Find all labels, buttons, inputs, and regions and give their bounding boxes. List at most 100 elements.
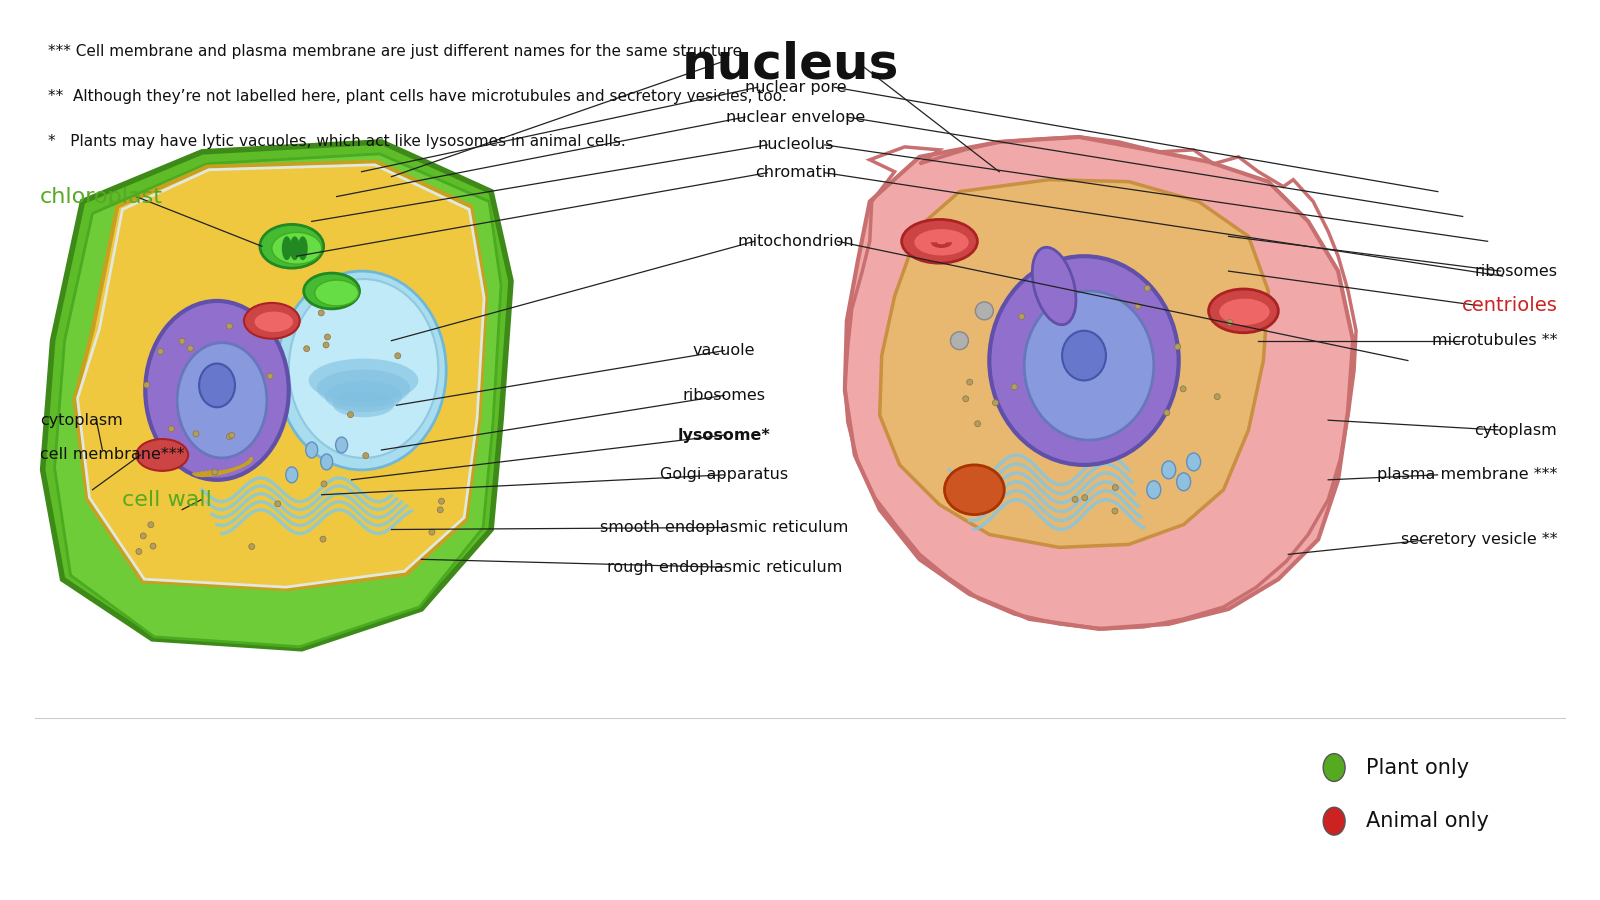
- Ellipse shape: [1174, 344, 1181, 350]
- Ellipse shape: [272, 232, 322, 265]
- Text: **  Although they’re not labelled here, plant cells have microtubules and secret: ** Although they’re not labelled here, p…: [48, 89, 786, 104]
- Text: chloroplast: chloroplast: [40, 186, 163, 207]
- Text: chromatin: chromatin: [755, 166, 837, 180]
- Ellipse shape: [1227, 320, 1232, 326]
- Ellipse shape: [187, 346, 194, 351]
- Ellipse shape: [429, 529, 435, 535]
- Ellipse shape: [304, 273, 360, 309]
- Text: rough endoplasmic reticulum: rough endoplasmic reticulum: [606, 560, 842, 575]
- Ellipse shape: [254, 310, 294, 333]
- Ellipse shape: [1214, 393, 1221, 400]
- Polygon shape: [75, 162, 486, 590]
- Polygon shape: [54, 154, 501, 647]
- Ellipse shape: [437, 507, 443, 513]
- Ellipse shape: [976, 302, 994, 319]
- Ellipse shape: [1032, 248, 1075, 325]
- Ellipse shape: [1208, 289, 1278, 333]
- Ellipse shape: [248, 544, 254, 550]
- Ellipse shape: [144, 382, 150, 388]
- Ellipse shape: [1144, 285, 1150, 292]
- Ellipse shape: [1181, 386, 1186, 391]
- Ellipse shape: [282, 237, 291, 260]
- Ellipse shape: [989, 256, 1179, 465]
- Ellipse shape: [267, 374, 274, 379]
- Ellipse shape: [259, 224, 323, 268]
- Text: Animal only: Animal only: [1366, 811, 1490, 832]
- Ellipse shape: [222, 392, 229, 399]
- Ellipse shape: [290, 237, 299, 260]
- Ellipse shape: [1019, 313, 1024, 320]
- Ellipse shape: [1062, 330, 1106, 381]
- Text: cell wall: cell wall: [122, 490, 213, 509]
- Ellipse shape: [322, 481, 326, 487]
- Text: lysosome*: lysosome*: [678, 428, 771, 443]
- Ellipse shape: [1147, 481, 1160, 499]
- Ellipse shape: [914, 229, 970, 256]
- Text: secretory vesicle **: secretory vesicle **: [1400, 532, 1557, 547]
- Ellipse shape: [194, 431, 198, 436]
- Ellipse shape: [146, 301, 288, 480]
- Ellipse shape: [1064, 368, 1070, 374]
- Ellipse shape: [1219, 298, 1270, 326]
- Ellipse shape: [395, 353, 400, 359]
- Text: mitochondrion: mitochondrion: [738, 234, 854, 248]
- Ellipse shape: [178, 343, 267, 458]
- Ellipse shape: [277, 271, 446, 470]
- Ellipse shape: [1011, 383, 1018, 390]
- Text: centrioles: centrioles: [1461, 296, 1557, 315]
- Ellipse shape: [136, 439, 189, 471]
- Ellipse shape: [150, 543, 157, 549]
- Text: vacuole: vacuole: [693, 343, 755, 358]
- Text: *** Cell membrane and plasma membrane are just different names for the same stru: *** Cell membrane and plasma membrane ar…: [48, 44, 747, 59]
- Ellipse shape: [318, 310, 325, 316]
- Ellipse shape: [363, 453, 368, 459]
- Ellipse shape: [320, 536, 326, 542]
- Ellipse shape: [944, 465, 1005, 515]
- Ellipse shape: [243, 303, 299, 338]
- Ellipse shape: [288, 279, 438, 458]
- Text: nuclear pore: nuclear pore: [746, 80, 846, 94]
- Ellipse shape: [966, 379, 973, 385]
- Text: cytoplasm: cytoplasm: [1475, 423, 1557, 437]
- Ellipse shape: [1162, 461, 1176, 479]
- Ellipse shape: [1082, 495, 1088, 500]
- Ellipse shape: [992, 400, 998, 406]
- Ellipse shape: [157, 348, 163, 355]
- Ellipse shape: [347, 411, 354, 418]
- Text: *   Plants may have lytic vacuoles, which act like lysosomes in animal cells.: * Plants may have lytic vacuoles, which …: [48, 134, 626, 148]
- Text: microtubules **: microtubules **: [1432, 333, 1557, 348]
- Ellipse shape: [227, 323, 232, 329]
- Ellipse shape: [1024, 291, 1154, 440]
- Ellipse shape: [168, 426, 174, 432]
- Ellipse shape: [1187, 453, 1200, 471]
- Ellipse shape: [1134, 303, 1141, 309]
- Text: ribosomes: ribosomes: [683, 388, 766, 403]
- Ellipse shape: [147, 522, 154, 527]
- Ellipse shape: [304, 346, 310, 352]
- Ellipse shape: [963, 396, 968, 401]
- Ellipse shape: [333, 392, 395, 418]
- Ellipse shape: [950, 332, 968, 349]
- Ellipse shape: [275, 500, 280, 507]
- Ellipse shape: [179, 338, 186, 344]
- Ellipse shape: [336, 437, 347, 453]
- Ellipse shape: [315, 280, 358, 306]
- Ellipse shape: [325, 334, 331, 340]
- Text: nuclear envelope: nuclear envelope: [726, 110, 866, 124]
- Polygon shape: [880, 180, 1269, 547]
- Ellipse shape: [323, 342, 330, 348]
- Ellipse shape: [995, 322, 1013, 339]
- Ellipse shape: [320, 454, 333, 470]
- Ellipse shape: [1112, 484, 1118, 491]
- Text: ribosomes: ribosomes: [1474, 264, 1557, 279]
- Text: Golgi apparatus: Golgi apparatus: [661, 467, 789, 482]
- Ellipse shape: [902, 220, 978, 263]
- Text: cytoplasm: cytoplasm: [40, 413, 122, 428]
- Ellipse shape: [1112, 508, 1118, 514]
- Text: smooth endoplasmic reticulum: smooth endoplasmic reticulum: [600, 520, 848, 535]
- Ellipse shape: [141, 533, 146, 539]
- Text: nucleolus: nucleolus: [758, 138, 834, 152]
- Ellipse shape: [136, 549, 142, 554]
- Ellipse shape: [1078, 337, 1085, 342]
- Ellipse shape: [229, 432, 235, 438]
